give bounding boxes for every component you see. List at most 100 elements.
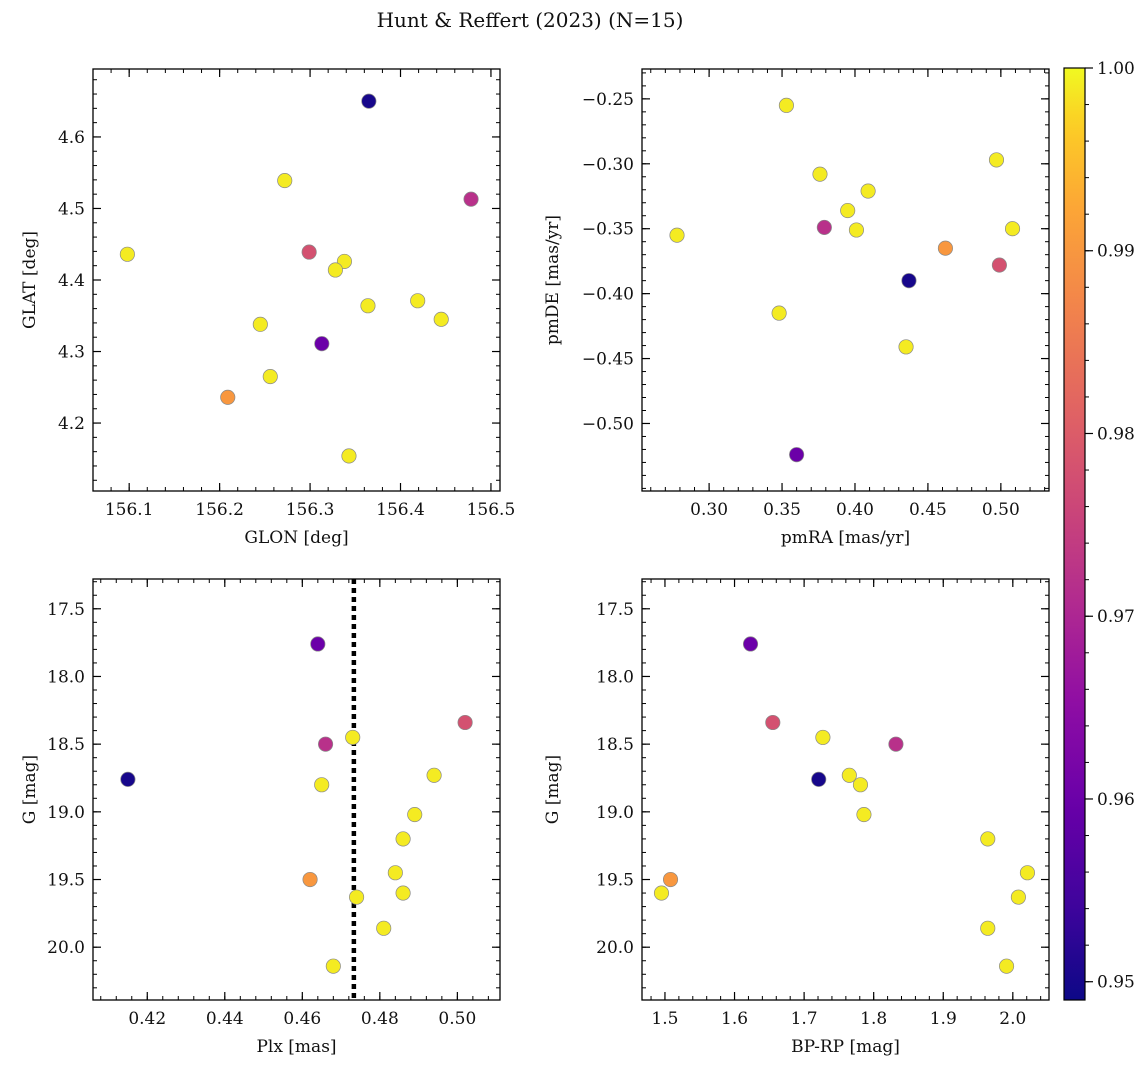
x-tick-label: 1.6 [721, 1009, 748, 1029]
data-point [860, 183, 876, 199]
y-tick-label: 4.2 [58, 414, 85, 434]
data-point [262, 369, 278, 385]
x-tick-label: 0.40 [836, 500, 874, 520]
x-axis-label: BP-RP [mag] [791, 1037, 900, 1057]
y-tick-label: 18.0 [47, 667, 85, 687]
data-point [840, 202, 856, 219]
x-axis-label: GLON [deg] [244, 528, 348, 548]
x-tick-label: 0.48 [361, 1009, 399, 1029]
y-axis-label: pmDE [mas/yr] [543, 215, 563, 345]
y-tick-label: 19.0 [596, 803, 634, 823]
y-tick-label: −0.45 [582, 350, 634, 370]
data-point [848, 222, 864, 238]
y-tick-label: −0.40 [582, 285, 634, 305]
data-point [410, 293, 426, 309]
y-tick-label: 18.0 [596, 667, 634, 687]
data-point [742, 636, 759, 652]
data-point [980, 831, 996, 847]
panel-bprp-g: 1.5 1.6 1.7 1.8 1.9 2.0 17.5 18.0 18.5 19.0 19.5 20… [543, 578, 1050, 1057]
y-tick-label: 4.4 [58, 271, 85, 291]
data-point [856, 806, 872, 823]
data-point [395, 831, 411, 847]
data-point [301, 244, 317, 260]
y-tick-label: 18.5 [47, 735, 85, 755]
y-tick-label: 19.5 [596, 871, 634, 891]
data-point [662, 871, 679, 888]
y-tick-label: 20.0 [47, 938, 85, 958]
x-tick-label: 156.3 [286, 500, 335, 520]
data-point [277, 173, 293, 189]
y-tick-label: 17.5 [596, 600, 634, 620]
data-point [426, 767, 442, 783]
data-point [1004, 221, 1021, 237]
x-tick-label: 0.30 [690, 500, 728, 520]
y-tick-label: 4.5 [58, 199, 85, 219]
data-point [789, 447, 805, 463]
x-tick-label: 1.9 [930, 1009, 957, 1029]
data-point [360, 298, 376, 314]
x-tick-label: 0.45 [909, 500, 947, 520]
data-point [901, 273, 917, 289]
data-point [988, 152, 1005, 168]
y-tick-label: 4.3 [58, 343, 85, 363]
panel-pmra-pmde: 0.30 0.35 0.40 0.45 0.50 −0.50 −0.45 −0.40 −0.35… [543, 68, 1050, 548]
plot-frame [92, 578, 501, 1001]
data-point [811, 771, 827, 787]
data-point [765, 714, 781, 731]
data-point [898, 339, 914, 355]
data-point [841, 767, 857, 783]
colorbar: 0.95 0.96 0.97 0.98 0.99 1.00 [1063, 59, 1135, 1001]
colorbar-tick-label: 0.96 [1097, 790, 1135, 810]
y-tick-label: 19.0 [47, 803, 85, 823]
y-tick-label: −0.50 [582, 414, 634, 434]
data-point [220, 389, 236, 405]
colorbar-tick-label: 0.97 [1097, 607, 1135, 627]
x-axis-label: Plx [mas] [256, 1037, 336, 1057]
data-point [327, 262, 343, 278]
data-point [341, 448, 357, 464]
colorbar-tick-label: 1.00 [1097, 59, 1135, 79]
x-tick-label: 0.50 [438, 1009, 476, 1029]
data-point [816, 219, 832, 235]
data-point [433, 311, 449, 327]
x-tick-label: 0.44 [206, 1009, 244, 1029]
data-point [812, 166, 828, 182]
data-point [120, 771, 136, 787]
data-point [1010, 889, 1026, 905]
data-point [361, 93, 377, 109]
data-point [387, 865, 403, 881]
data-point [888, 736, 904, 752]
data-point [991, 257, 1007, 273]
data-point [771, 305, 787, 321]
plot-frame [641, 578, 1050, 1001]
data-point [395, 885, 411, 901]
x-tick-label: 1.5 [651, 1009, 678, 1029]
x-tick-label: 156.1 [105, 500, 154, 520]
x-tick-label: 1.7 [791, 1009, 818, 1029]
data-point [463, 191, 479, 207]
x-tick-label: 156.4 [376, 500, 425, 520]
x-tick-label: 0.50 [982, 500, 1020, 520]
x-tick-label: 1.8 [860, 1009, 887, 1029]
y-tick-label: −0.25 [582, 90, 634, 110]
data-point [999, 958, 1015, 974]
data-point [314, 777, 330, 793]
data-point [325, 958, 341, 974]
y-tick-label: 18.5 [596, 735, 634, 755]
y-tick-label: −0.35 [582, 220, 634, 240]
y-tick-label: 19.5 [47, 871, 85, 891]
x-tick-label: 0.46 [283, 1009, 321, 1029]
data-point [937, 240, 953, 256]
data-point [653, 885, 670, 901]
y-tick-label: 17.5 [47, 600, 85, 620]
y-axis-label: G [mag] [20, 755, 40, 824]
data-point [119, 246, 135, 262]
panel-plx-g: 0.42 0.44 0.46 0.48 0.50 17.5 18.0 18.5 19.0 19.5… [20, 578, 501, 1057]
colorbar-tick-label: 0.95 [1097, 973, 1135, 993]
data-point [815, 729, 831, 745]
x-tick-label: 0.42 [128, 1009, 166, 1029]
y-axis-label: GLAT [deg] [20, 231, 40, 329]
colorbar-tick-label: 0.99 [1097, 242, 1135, 262]
x-tick-label: 2.0 [999, 1009, 1026, 1029]
